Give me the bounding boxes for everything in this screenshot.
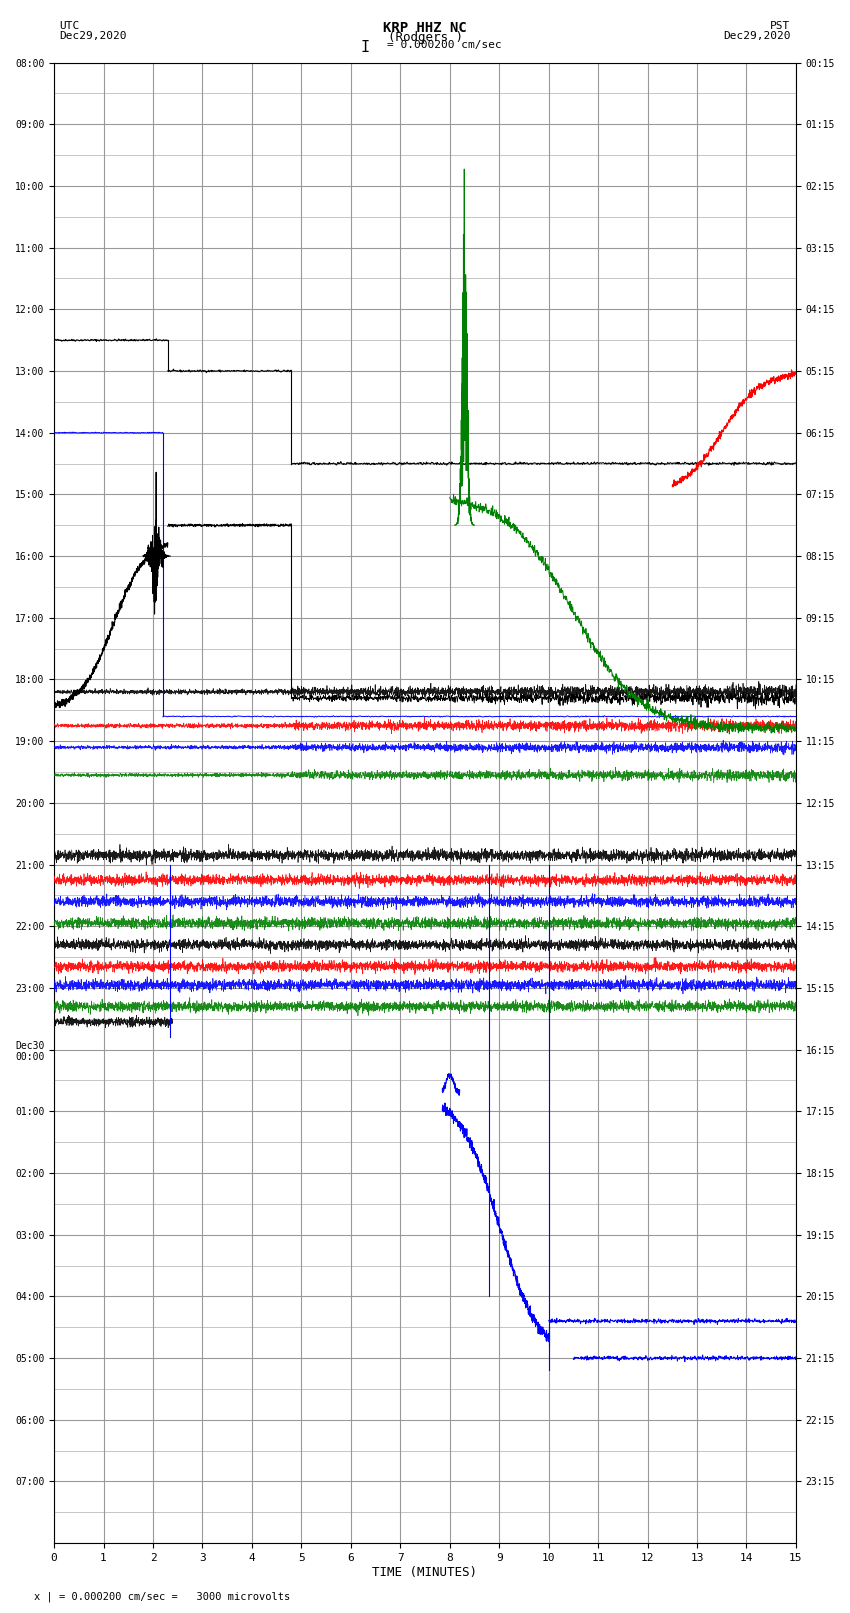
X-axis label: TIME (MINUTES): TIME (MINUTES) [372, 1566, 478, 1579]
Text: PST: PST [770, 21, 790, 31]
Text: (Rodgers ): (Rodgers ) [388, 31, 462, 44]
Text: KRP HHZ NC: KRP HHZ NC [383, 21, 467, 35]
Text: = 0.000200 cm/sec: = 0.000200 cm/sec [387, 40, 501, 50]
Text: x | = 0.000200 cm/sec =   3000 microvolts: x | = 0.000200 cm/sec = 3000 microvolts [34, 1590, 290, 1602]
Text: UTC: UTC [60, 21, 80, 31]
Text: I: I [361, 40, 370, 55]
Text: Dec29,2020: Dec29,2020 [723, 31, 791, 40]
Text: Dec29,2020: Dec29,2020 [60, 31, 127, 40]
